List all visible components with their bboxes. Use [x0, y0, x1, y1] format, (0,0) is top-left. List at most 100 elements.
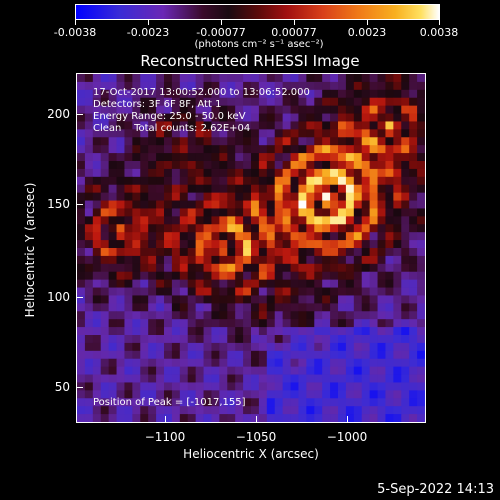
heatmap-pixel [187, 366, 197, 375]
heatmap-pixel [290, 366, 299, 375]
heatmap-pixel [314, 129, 323, 138]
heatmap-pixel [116, 358, 125, 368]
heatmap-pixel [219, 414, 228, 422]
heatmap-pixel [156, 129, 165, 138]
heatmap-pixel [417, 263, 425, 273]
heatmap-pixel [164, 89, 173, 99]
heatmap-pixel [385, 342, 394, 352]
heatmap-pixel [211, 153, 220, 162]
heatmap-pixel [314, 232, 323, 241]
heatmap-pixel [235, 271, 244, 281]
heatmap-pixel [100, 342, 110, 352]
heatmap-pixel [409, 366, 418, 375]
heatmap-pixel [314, 224, 323, 233]
heatmap-pixel [171, 105, 181, 114]
heatmap-pixel [187, 406, 197, 415]
heatmap-pixel [148, 200, 157, 209]
heatmap-pixel [92, 414, 102, 422]
heatmap-pixel [235, 184, 244, 194]
heatmap-pixel [195, 113, 204, 122]
heatmap-pixel [393, 358, 402, 368]
heatmap-pixel [330, 105, 339, 114]
heatmap-pixel [203, 81, 212, 91]
colorbar-tick [294, 20, 295, 25]
heatmap-pixel [108, 74, 117, 83]
heatmap-pixel [417, 279, 425, 288]
heatmap-pixel [306, 398, 315, 407]
heatmap-pixel [322, 350, 331, 360]
heatmap-pixel [258, 224, 268, 233]
heatmap-pixel [298, 366, 307, 375]
heatmap-pixel [92, 153, 102, 162]
heatmap-pixel [274, 303, 284, 312]
heatmap-pixel [77, 153, 86, 162]
heatmap-pixel [298, 398, 307, 407]
heatmap-pixel [258, 248, 268, 257]
heatmap-pixel [164, 145, 173, 154]
heatmap-pixel [148, 232, 157, 241]
heatmap-pixel [116, 216, 125, 225]
heatmap-pixel [84, 271, 94, 281]
heatmap-pixel [108, 184, 117, 194]
heatmap-pixel [330, 279, 339, 288]
heatmap-pixel [409, 153, 418, 162]
heatmap-pixel [338, 271, 347, 281]
heatmap-pixel [290, 414, 299, 422]
heatmap-pixel [164, 137, 173, 146]
heatmap-pixel [108, 366, 117, 375]
heatmap-pixel [369, 279, 378, 288]
heatmap-pixel [314, 208, 323, 217]
heatmap-pixel [369, 153, 378, 162]
heatmap-pixel [409, 121, 418, 130]
heatmap-pixel [298, 137, 307, 146]
heatmap-pixel [369, 200, 378, 209]
heatmap-pixel [92, 311, 102, 320]
heatmap-pixel [235, 129, 244, 138]
heatmap-pixel [227, 414, 236, 422]
heatmap-pixel [187, 145, 197, 154]
heatmap-pixel [385, 240, 394, 249]
heatmap-pixel [108, 105, 117, 114]
heatmap-pixel [345, 374, 355, 383]
heatmap-pixel [211, 271, 220, 281]
heatmap-pixel [116, 335, 125, 344]
heatmap-pixel [409, 105, 418, 114]
heatmap-pixel [330, 208, 339, 217]
heatmap-pixel [164, 319, 173, 328]
heatmap-pixel [417, 382, 425, 391]
heatmap-pixel [219, 303, 228, 312]
heatmap-pixel [116, 295, 125, 304]
heatmap-pixel [345, 335, 355, 344]
heatmap-pixel [401, 390, 410, 399]
heatmap-pixel [282, 295, 291, 304]
heatmap-pixel [132, 200, 141, 209]
heatmap-pixel [266, 192, 276, 201]
heatmap-pixel [124, 271, 133, 281]
heatmap-pixel [251, 248, 260, 257]
heatmap-pixel [132, 240, 141, 249]
heatmap-pixel [361, 342, 371, 352]
heatmap-pixel [251, 406, 260, 415]
heatmap-pixel [243, 414, 252, 422]
heatmap-pixel [409, 374, 418, 383]
heatmap-pixel [203, 295, 212, 304]
heatmap-pixel [132, 414, 141, 422]
heatmap-pixel [203, 161, 212, 170]
heatmap-pixel [353, 74, 363, 83]
heatmap-pixel [195, 145, 204, 154]
heatmap-pixel [84, 81, 94, 91]
heatmap-pixel [393, 255, 402, 265]
heatmap-pixel [377, 105, 386, 114]
heatmap-pixel [417, 121, 425, 130]
heatmap-pixel [274, 224, 284, 233]
heatmap-pixel [132, 81, 141, 91]
heatmap-pixel [108, 208, 117, 217]
heatmap-pixel [409, 240, 418, 249]
heatmap-pixel [298, 358, 307, 368]
heatmap-pixel [385, 145, 394, 154]
heatmap-pixel [282, 382, 291, 391]
heatmap-pixel [227, 240, 236, 249]
heatmap-pixel [77, 240, 86, 249]
heatmap-pixel [227, 105, 236, 114]
heatmap-pixel [377, 350, 386, 360]
